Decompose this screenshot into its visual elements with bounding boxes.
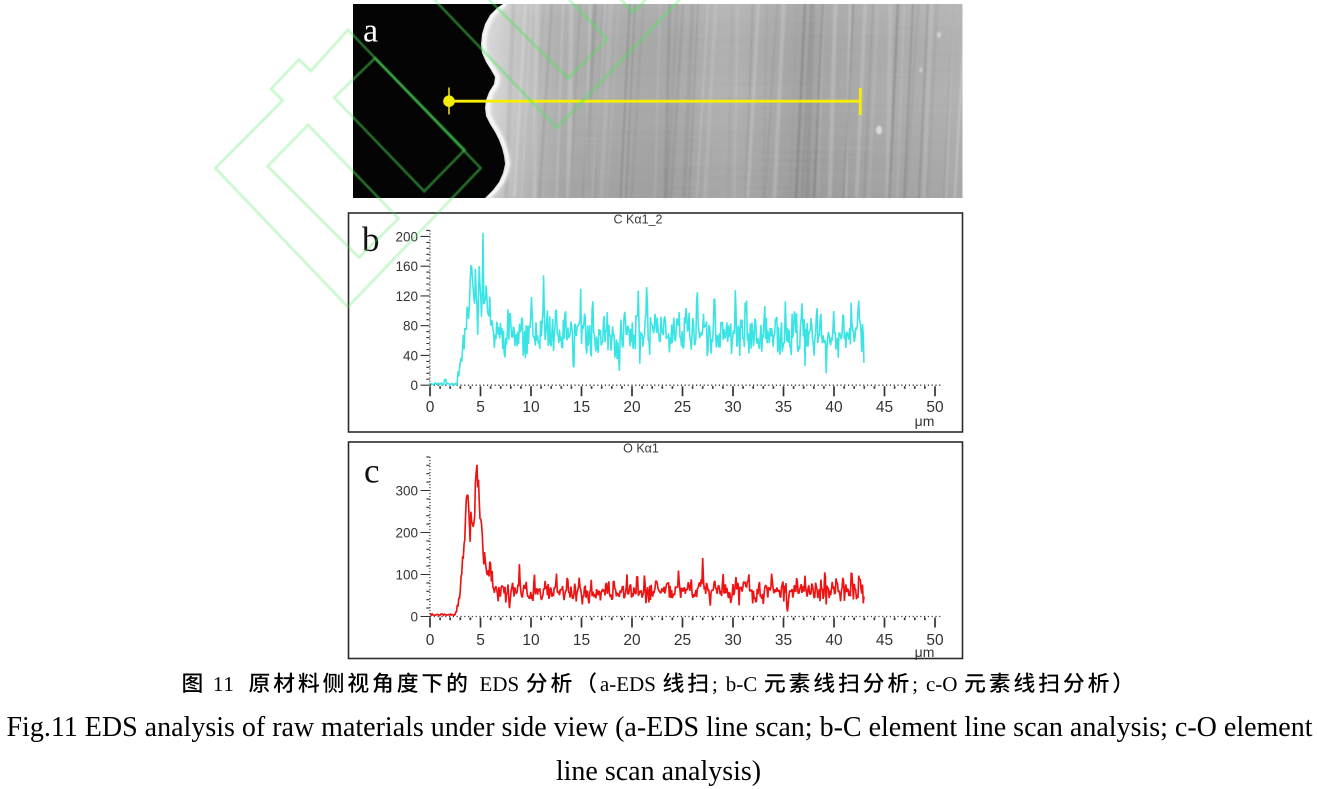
svg-text:25: 25	[674, 399, 691, 416]
svg-text:a: a	[363, 13, 378, 50]
svg-text:25: 25	[674, 632, 691, 649]
svg-text:10: 10	[522, 632, 540, 649]
svg-text:Fig.11 EDS analysis of raw mat: Fig.11 EDS analysis of raw materials und…	[6, 712, 1312, 743]
svg-text:c: c	[364, 452, 380, 491]
svg-text:40: 40	[403, 348, 418, 363]
svg-text:40: 40	[825, 632, 843, 649]
svg-text:30: 30	[724, 399, 742, 416]
svg-text:line scan analysis): line scan analysis)	[556, 756, 761, 787]
svg-text:160: 160	[395, 259, 418, 274]
svg-text:0: 0	[426, 632, 435, 649]
svg-text:15: 15	[573, 632, 590, 649]
svg-text:50: 50	[926, 399, 944, 416]
svg-text:20: 20	[623, 632, 641, 649]
svg-text:O Kα1: O Kα1	[623, 442, 659, 456]
svg-text:μm: μm	[915, 413, 935, 429]
svg-text:5: 5	[476, 399, 485, 416]
svg-text:35: 35	[775, 399, 792, 416]
svg-text:30: 30	[724, 632, 742, 649]
svg-text:100: 100	[395, 568, 418, 583]
svg-text:35: 35	[775, 632, 792, 649]
svg-text:50: 50	[926, 632, 944, 649]
svg-text:10: 10	[522, 399, 540, 416]
svg-text:0: 0	[426, 399, 435, 416]
svg-text:0: 0	[410, 610, 418, 625]
svg-text:5: 5	[476, 632, 485, 649]
svg-text:200: 200	[395, 526, 418, 541]
svg-text:80: 80	[403, 319, 418, 334]
svg-text:120: 120	[395, 289, 418, 304]
svg-text:μm: μm	[915, 644, 935, 660]
svg-text:45: 45	[876, 632, 893, 649]
svg-text:C Kα1_2: C Kα1_2	[614, 213, 663, 227]
svg-text:20: 20	[623, 399, 641, 416]
svg-text:0: 0	[410, 378, 418, 393]
svg-text:15: 15	[573, 399, 590, 416]
svg-text:300: 300	[395, 484, 418, 499]
svg-text:40: 40	[825, 399, 843, 416]
svg-text:45: 45	[876, 399, 893, 416]
